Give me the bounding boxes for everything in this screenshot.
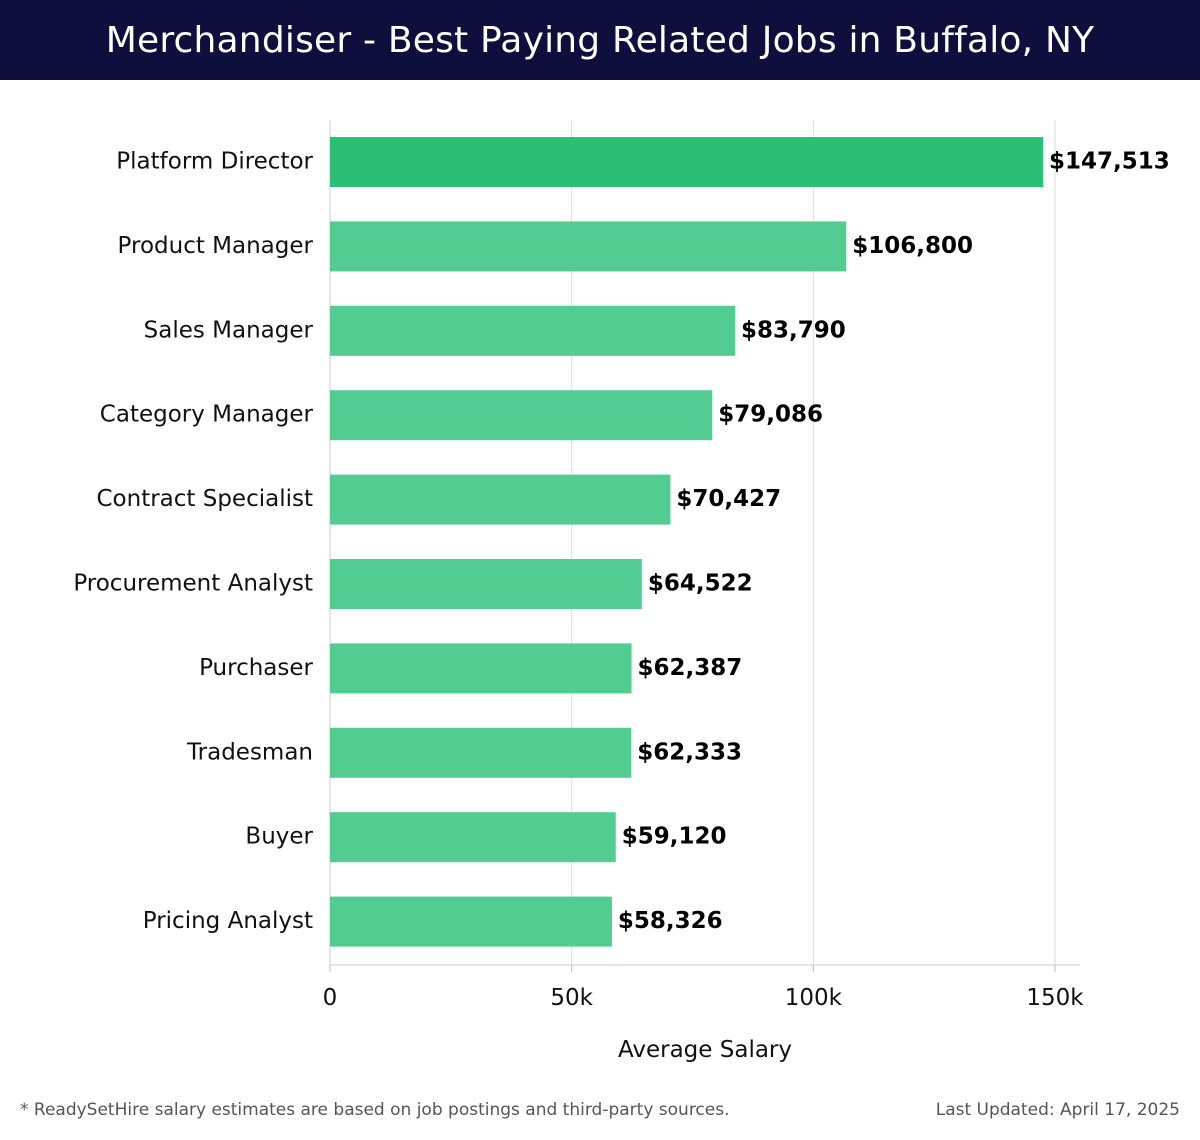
value-label-4: $70,427 — [676, 486, 781, 512]
bar-8 — [330, 812, 616, 863]
value-label-7: $62,333 — [637, 739, 742, 765]
footer-note: * ReadySetHire salary estimates are base… — [20, 1100, 730, 1120]
value-label-5: $64,522 — [648, 571, 753, 597]
page-title: Merchandiser - Best Paying Related Jobs … — [105, 19, 1095, 61]
tick-label-0: 0 — [323, 985, 338, 1011]
value-label-1: $106,800 — [852, 233, 973, 259]
title-bar: Merchandiser - Best Paying Related Jobs … — [0, 0, 1200, 80]
bar-4 — [330, 474, 671, 525]
value-label-2: $83,790 — [741, 317, 846, 343]
value-label-3: $79,086 — [718, 402, 823, 428]
tick-label-1: 50k — [550, 985, 593, 1011]
bar-2 — [330, 305, 735, 356]
category-label-3: Category Manager — [100, 402, 314, 428]
tick-label-2: 100k — [785, 985, 843, 1011]
bar-7 — [330, 727, 632, 778]
bar-6 — [330, 643, 632, 694]
category-label-6: Purchaser — [199, 655, 313, 681]
bar-5 — [330, 559, 642, 609]
value-label-0: $147,513 — [1049, 149, 1170, 175]
bar-9 — [330, 896, 612, 947]
category-label-0: Platform Director — [116, 149, 313, 175]
value-label-6: $62,387 — [638, 655, 743, 681]
category-label-2: Sales Manager — [144, 317, 314, 343]
category-label-8: Buyer — [245, 824, 313, 850]
value-label-8: $59,120 — [622, 824, 727, 850]
bar-0 — [330, 137, 1043, 187]
category-label-5: Procurement Analyst — [73, 571, 313, 597]
category-label-9: Pricing Analyst — [143, 908, 313, 934]
category-label-1: Product Manager — [118, 233, 314, 259]
salary-bar-chart: Platform Director $147,513 Product Manager… — [73, 120, 1170, 1063]
bar-3 — [330, 390, 713, 441]
x-axis-label: Average Salary — [618, 1037, 792, 1063]
category-label-4: Contract Specialist — [96, 486, 313, 512]
bar-1 — [330, 221, 847, 272]
last-updated: Last Updated: April 17, 2025 — [935, 1100, 1180, 1120]
tick-label-3: 150k — [1026, 985, 1084, 1011]
category-label-7: Tradesman — [186, 739, 313, 765]
value-label-9: $58,326 — [618, 908, 723, 934]
